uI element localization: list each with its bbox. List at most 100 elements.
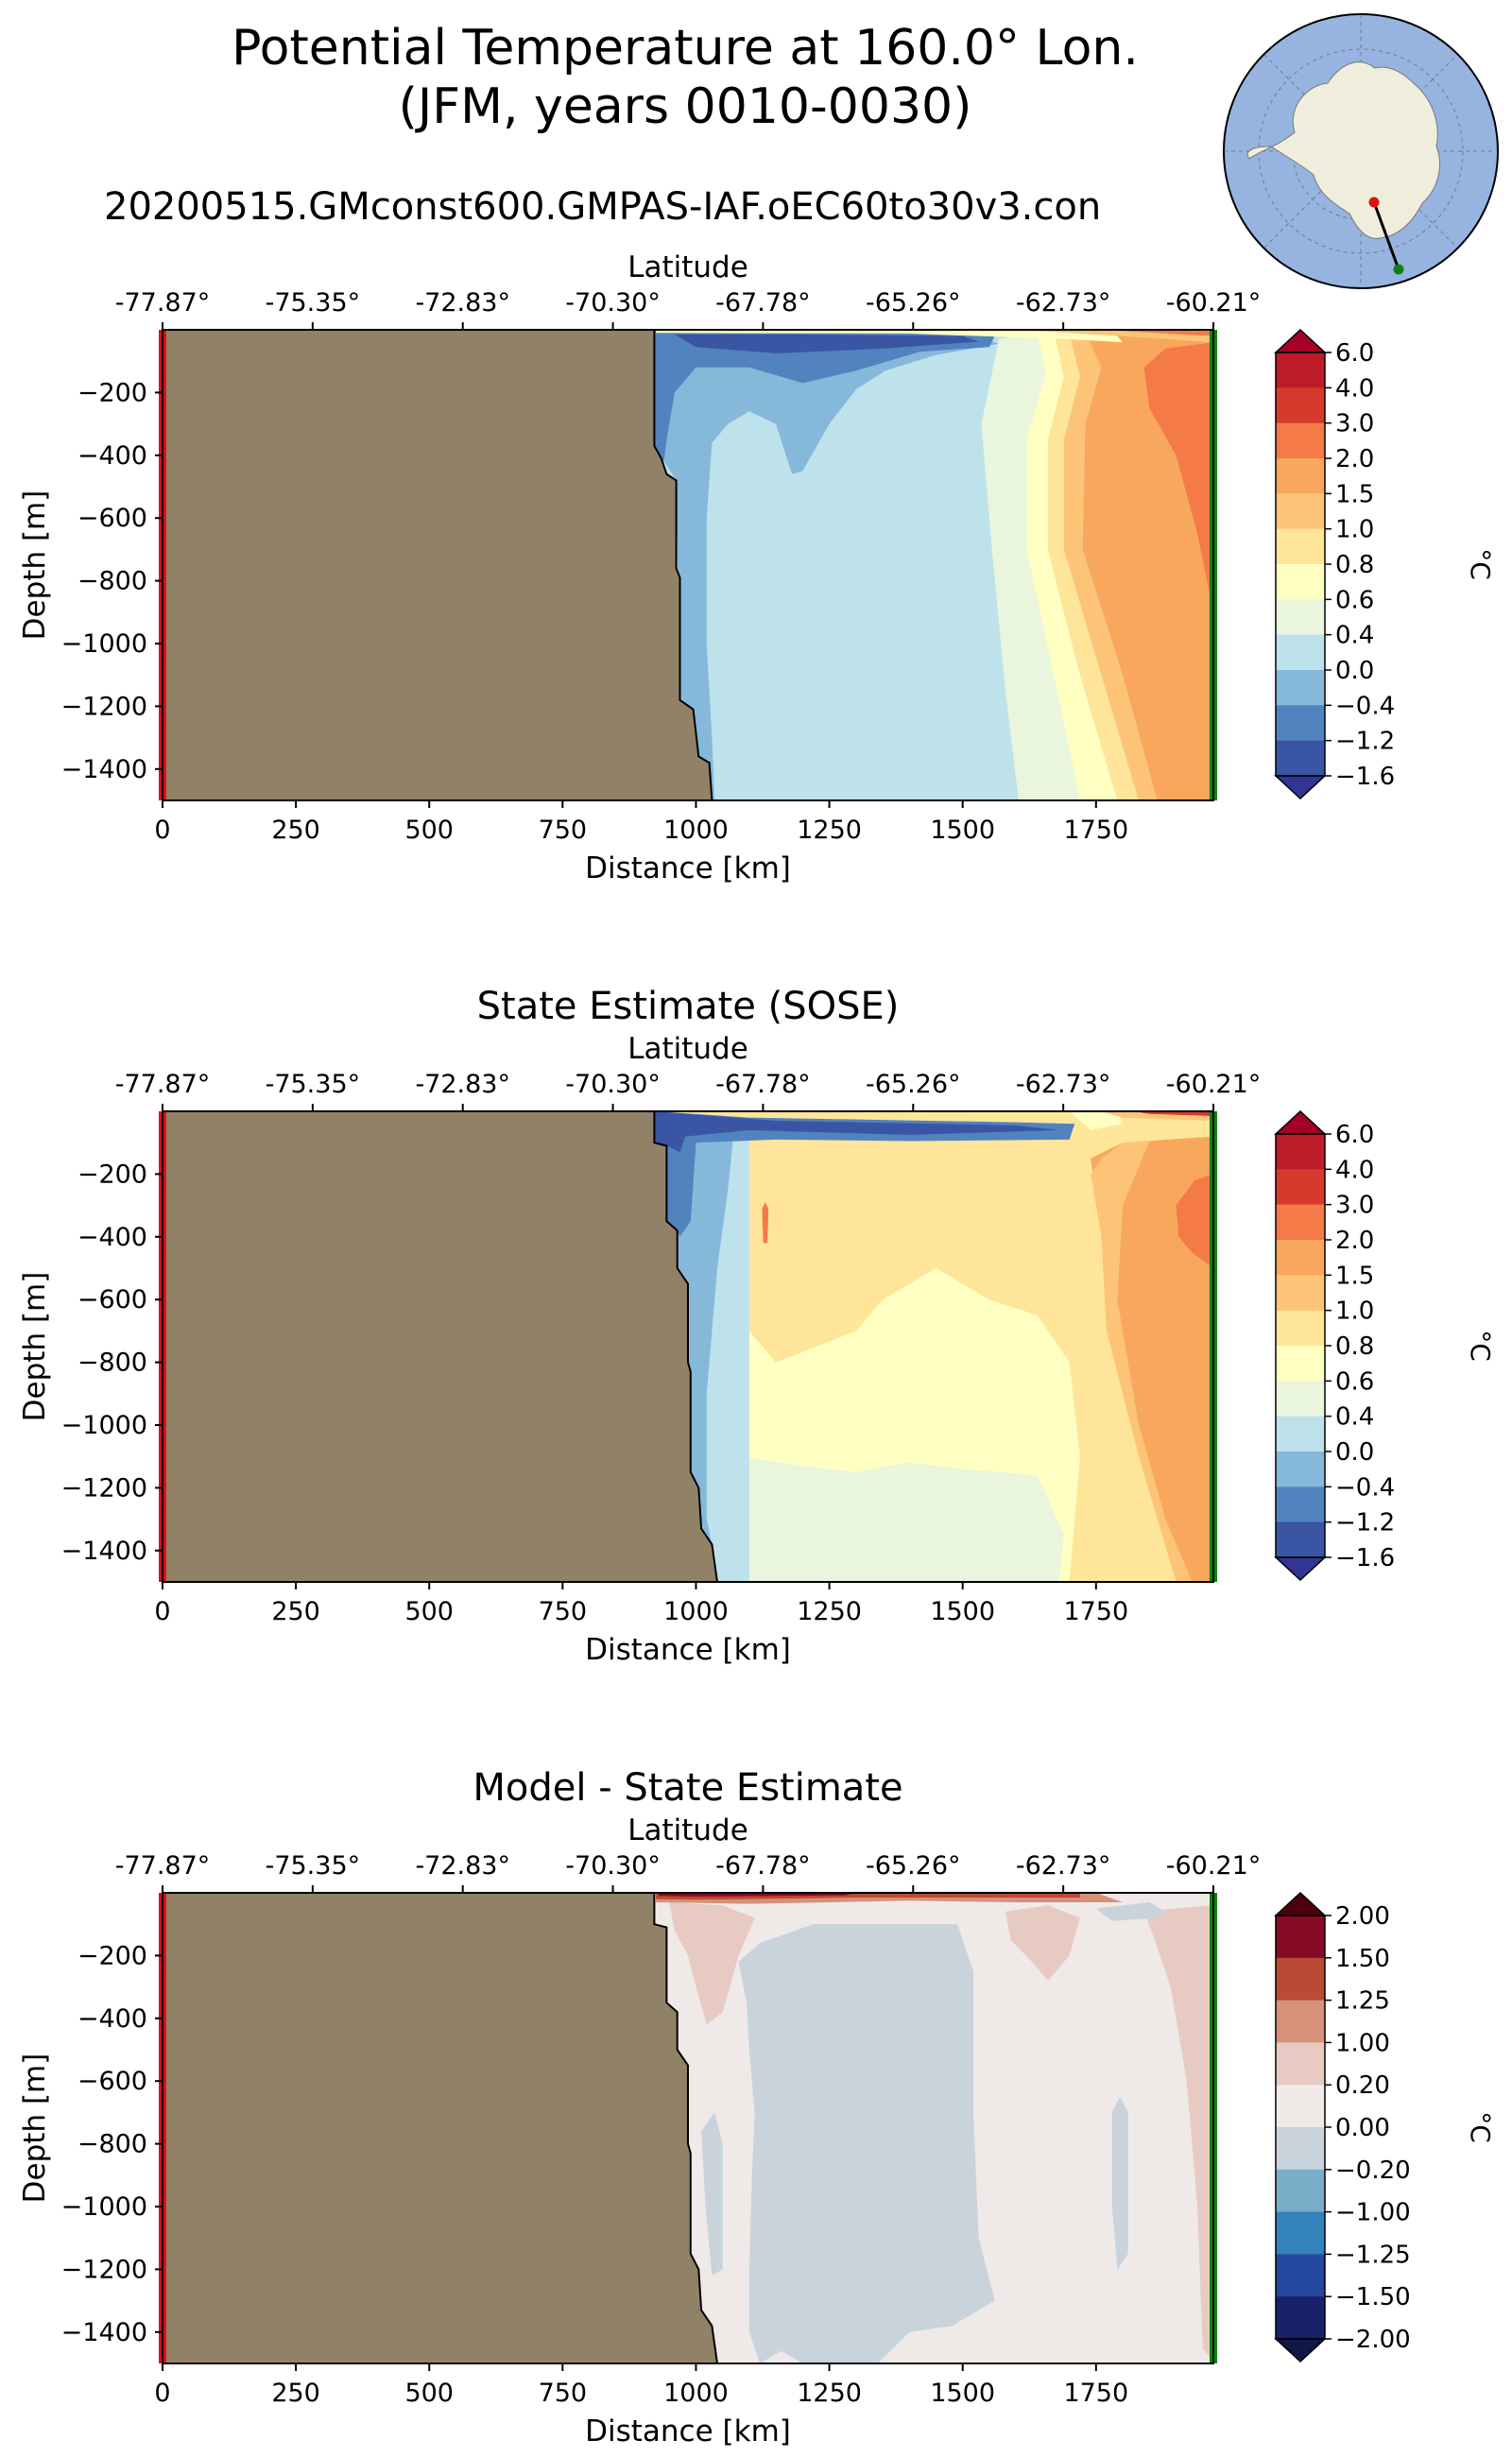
x-tick-label: 1250: [797, 2379, 862, 2408]
contour-region: [981, 333, 1080, 800]
contour-region: [1091, 1141, 1193, 1582]
colorbar-segment: [1276, 458, 1325, 494]
x-tick-label: 500: [404, 2379, 454, 2408]
colorbar-segment: [1276, 2296, 1325, 2340]
y-tick-label: −1000: [61, 2192, 147, 2222]
colorbar-extend-max: [1274, 1891, 1327, 1916]
lat-tick-label: -70.30°: [565, 1851, 661, 1881]
colorbar-tick-label: 2.00: [1335, 1902, 1390, 1931]
panel-title: State Estimate (SOSE): [477, 985, 900, 1028]
colorbar-tick-label: −2.00: [1335, 2326, 1411, 2354]
panel-bias: Model - State Estimate 0 250 500 750 1000 1250…: [18, 1766, 1496, 2448]
location-inset-map: [1223, 13, 1499, 289]
colorbar-segment: [1276, 387, 1325, 424]
x-tick-label: 750: [539, 816, 588, 845]
x-tick-label: 1000: [663, 1597, 729, 1626]
lat-tick-label: -77.87°: [115, 288, 211, 318]
colorbar-extend-min: [1274, 2338, 1327, 2363]
x-tick-label: 1250: [797, 816, 862, 845]
inset-antarctica: [1246, 61, 1440, 239]
colorbar-segment: [1276, 1486, 1325, 1523]
colorbar-tick-label: 0.6: [1335, 586, 1374, 614]
y-tick-label: −200: [77, 1160, 147, 1189]
colorbar-segment: [1276, 705, 1325, 742]
colorbar-tick-label: −0.4: [1335, 1473, 1395, 1502]
lat-tick-label: -75.35°: [266, 1070, 361, 1099]
shelf-outline: [653, 1893, 718, 2363]
colorbar-tick-label: 1.5: [1335, 1262, 1374, 1290]
colorbar-tick-label: 2.0: [1335, 1227, 1374, 1255]
lat-tick-label: -70.30°: [565, 288, 661, 318]
x-tick-label: 1500: [930, 2379, 995, 2408]
contour-region: [654, 330, 995, 462]
plot-area: [163, 1111, 1213, 1582]
y-tick-label: −1000: [61, 1411, 147, 1440]
lat-tick-label: -67.78°: [715, 1851, 811, 1881]
contour-region: [1005, 1905, 1080, 1981]
land-shelf: [163, 330, 713, 800]
lat-tick-label: -72.83°: [415, 1851, 510, 1881]
contour-region: [1101, 330, 1213, 336]
colorbar-segment: [1276, 1134, 1325, 1170]
contour-region: [669, 1902, 755, 2025]
colorbar-segment: [1276, 1310, 1325, 1347]
colorbar-tick-label: 1.25: [1335, 1987, 1390, 2016]
lat-tick-label: -62.73°: [1016, 288, 1111, 318]
shelf-outline: [653, 330, 713, 800]
colorbar-tick-label: 0.4: [1335, 1403, 1374, 1432]
colorbar-extend-min: [1274, 1556, 1327, 1582]
colorbar-tick-label: 0.00: [1335, 2114, 1390, 2142]
x-tick-label: 1500: [930, 816, 995, 845]
contour-region: [654, 335, 1019, 800]
land-shelf: [163, 1893, 717, 2363]
lat-tick-label: -65.26°: [866, 1851, 961, 1881]
contour-region: [1095, 1902, 1166, 1921]
figure-title-line2: (JFM, years 0010-0030): [399, 78, 972, 135]
colorbar-tick-label: −0.20: [1335, 2156, 1411, 2185]
lat-tick-label: -65.26°: [866, 1070, 961, 1099]
x-tick-label: 250: [271, 2379, 320, 2408]
y-tick-label: −1200: [61, 1473, 147, 1503]
run-name-subtitle: 20200515.GMconst600.GMPAS-IAF.oEC60to30v…: [104, 185, 1101, 229]
colorbar: 2.00 1.50 1.25 1.00 0.20 0.00 −0.20 −1.00 −1.25 −…: [1274, 1891, 1496, 2363]
colorbar-segment: [1276, 740, 1325, 777]
lat-tick-label: -75.35°: [266, 288, 361, 318]
top-axis-label: Latitude: [627, 1813, 748, 1847]
colorbar-tick-label: 4.0: [1335, 374, 1374, 403]
colorbar-segment: [1276, 2211, 1325, 2255]
contour-region: [1133, 1111, 1213, 1116]
lat-tick-label: -60.21°: [1166, 1851, 1262, 1881]
y-tick-label: −800: [77, 1349, 147, 1378]
x-axis-label: Distance [km]: [585, 2414, 791, 2448]
plot-area: [163, 330, 1213, 800]
y-axis-label: Depth [m]: [18, 490, 52, 641]
contour-region: [1063, 333, 1158, 800]
contour-region: [1111, 2096, 1128, 2270]
top-axis-label: Latitude: [627, 1032, 748, 1066]
y-tick-label: −1000: [61, 629, 147, 659]
contour-region: [656, 330, 1123, 343]
colorbar-tick-label: 6.0: [1335, 339, 1374, 368]
x-tick-label: 500: [404, 1597, 454, 1626]
x-axis-label: Distance [km]: [585, 1633, 791, 1667]
colorbar-extend-max: [1274, 1109, 1327, 1135]
colorbar-segment: [1276, 493, 1325, 530]
colorbar-tick-label: 2.0: [1335, 445, 1374, 473]
y-tick-label: −1200: [61, 692, 147, 721]
x-tick-label: 1750: [1063, 816, 1128, 845]
shelf-outline: [653, 1111, 718, 1582]
x-tick-label: 0: [154, 1597, 170, 1626]
colorbar-tick-label: 0.8: [1335, 1332, 1374, 1361]
contour-region: [1143, 1905, 1213, 2363]
y-axis-label: Depth [m]: [18, 2053, 52, 2204]
inset-transect-end: [1393, 264, 1404, 275]
colorbar-segment: [1276, 1240, 1325, 1276]
lat-tick-label: -75.35°: [266, 1851, 361, 1881]
lat-tick-label: -70.30°: [565, 1070, 661, 1099]
x-tick-label: 500: [404, 816, 454, 845]
colorbar-segment: [1276, 634, 1325, 671]
colorbar-tick-label: 0.0: [1335, 657, 1374, 685]
x-tick-label: 0: [154, 816, 170, 845]
lat-tick-label: -62.73°: [1016, 1851, 1111, 1881]
